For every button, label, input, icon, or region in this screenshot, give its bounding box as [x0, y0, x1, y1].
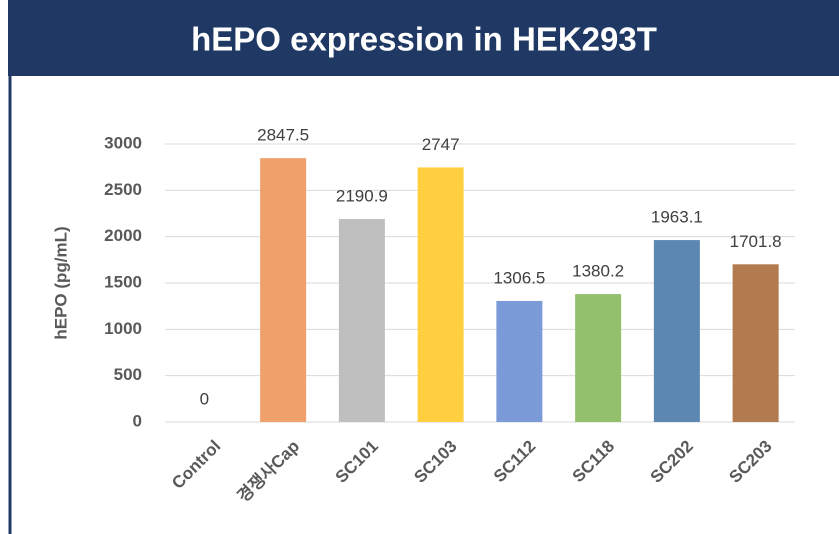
x-tick-label: 경쟁사Cap [234, 437, 303, 506]
y-tick-label: 500 [114, 365, 142, 384]
bar [575, 294, 622, 422]
x-tick-label: SC103 [410, 437, 460, 487]
y-tick-label: 3000 [104, 133, 142, 152]
bar [417, 167, 464, 422]
y-tick-label: 2500 [104, 180, 142, 199]
y-axis-label: hEPO (pg/mL) [51, 226, 70, 339]
x-tick-label: SC101 [332, 437, 382, 487]
y-tick-label: 1000 [104, 319, 142, 338]
x-tick-label: SC118 [569, 437, 619, 487]
x-tick-label: SC112 [490, 437, 540, 487]
y-tick-label: 1500 [104, 272, 142, 291]
x-tick-label: SC203 [725, 437, 775, 487]
chart-title: hEPO expression in HEK293T [191, 21, 657, 58]
value-label: 2190.9 [336, 186, 388, 205]
value-label: 1306.5 [493, 268, 545, 287]
bar [260, 158, 307, 423]
value-label: 1963.1 [651, 208, 703, 227]
value-label: 2847.5 [257, 126, 309, 145]
value-label: 2747 [422, 135, 460, 154]
y-tick-label: 0 [133, 411, 142, 430]
title-bar [8, 0, 839, 76]
y-tick-label: 2000 [104, 226, 142, 245]
value-label: 0 [200, 389, 209, 408]
x-tick-label: SC202 [647, 437, 697, 487]
bar [653, 240, 700, 422]
bar [496, 300, 543, 422]
x-tick-label: Control [168, 437, 224, 493]
value-label: 1701.8 [730, 232, 782, 251]
bar [732, 264, 779, 422]
value-label: 1380.2 [572, 262, 624, 281]
bar [338, 218, 385, 422]
